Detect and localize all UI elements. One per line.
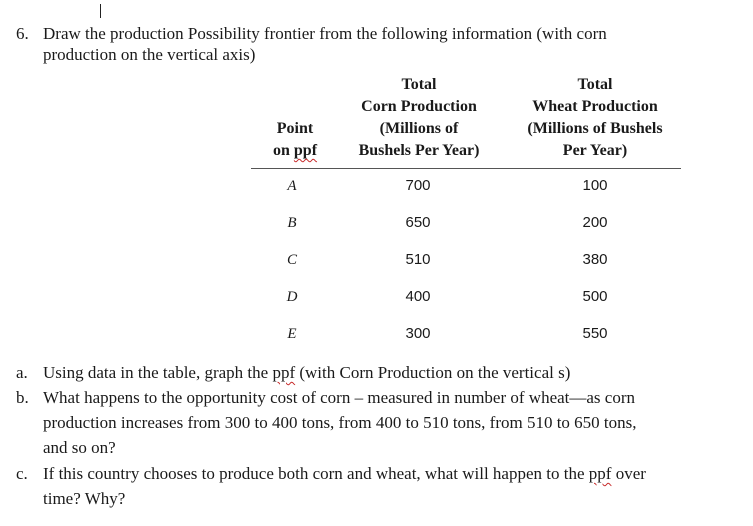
subquestion-line: and so on? <box>43 438 116 457</box>
header-point-line-1: Point <box>276 120 314 137</box>
cell-point: C <box>286 252 297 268</box>
question-line-1: Draw the production Possibility frontier… <box>43 24 607 43</box>
cell-point: E <box>287 326 297 342</box>
header-point-ppf: ppf <box>293 142 318 159</box>
subquestion-text: What happens to the opportunity cost of … <box>43 385 733 460</box>
header-wheat-line-2: Wheat Production <box>532 98 658 115</box>
cell-corn: 510 <box>405 251 431 268</box>
header-wheat-line-4: Per Year) <box>562 142 628 159</box>
table-row: B 650 200 <box>251 212 681 234</box>
table-row: A 700 100 <box>251 175 681 197</box>
subquestion-line: If this country chooses to produce both … <box>43 461 733 486</box>
header-wheat-line-3: (Millions of Bushels <box>527 120 663 137</box>
subquestion-line: What happens to the opportunity cost of … <box>43 388 636 407</box>
question-number: 6. <box>16 24 29 43</box>
cell-wheat: 380 <box>582 251 608 268</box>
subquestion-a-line-1-pre: Using data in the table, graph the <box>43 363 273 382</box>
header-corn-line-4: Bushels Per Year) <box>358 142 480 159</box>
header-wheat-line-1: Total <box>577 76 613 93</box>
cell-corn: 300 <box>405 325 431 342</box>
table-row: C 510 380 <box>251 249 681 271</box>
cell-wheat: 100 <box>582 177 608 194</box>
header-point-prefix: on <box>272 142 294 159</box>
subquestion-c-line-1-pre: If this country chooses to produce both … <box>43 464 589 483</box>
subquestion-c-ppf: ppf <box>588 464 612 483</box>
subquestion-text: If this country chooses to produce both … <box>43 461 733 511</box>
header-corn-line-3: (Millions of <box>379 120 459 137</box>
subquestion-label: a. <box>16 363 28 382</box>
subquestion-label: c. <box>16 464 28 483</box>
cell-wheat: 200 <box>582 214 608 231</box>
header-wheat: Total Wheat Production (Millions of Bush… <box>508 74 682 162</box>
subquestion-line: Using data in the table, graph the ppf (… <box>43 360 733 385</box>
cell-point: A <box>287 178 297 194</box>
subquestion-line: time? Why? <box>43 489 126 508</box>
cell-point: B <box>287 215 297 231</box>
header-point: Point on ppf <box>250 118 340 162</box>
subquestion-a-ppf: ppf <box>272 363 296 382</box>
text-cursor <box>100 4 101 18</box>
header-point-line-2: on ppf <box>250 140 340 162</box>
subquestion-label: b. <box>16 388 29 407</box>
subquestion-a-line-1-post: (with Corn Production on the vertical s) <box>295 363 571 382</box>
subquestion-text: Using data in the table, graph the ppf (… <box>43 360 733 385</box>
question-text: Draw the production Possibility frontier… <box>43 23 733 65</box>
cell-corn: 700 <box>405 177 431 194</box>
table-row: D 400 500 <box>251 286 681 308</box>
header-divider <box>251 168 681 169</box>
cell-corn: 400 <box>405 288 431 305</box>
header-corn-line-2: Corn Production <box>361 98 477 115</box>
cell-wheat: 500 <box>582 288 608 305</box>
cell-corn: 650 <box>405 214 431 231</box>
cell-point: D <box>286 289 298 305</box>
header-corn-line-1: Total <box>401 76 437 93</box>
subquestion-c-line-1-post: over <box>611 464 646 483</box>
table-row: E 300 550 <box>251 323 681 345</box>
cell-wheat: 550 <box>582 325 608 342</box>
header-corn: Total Corn Production (Millions of Bushe… <box>338 74 500 162</box>
subquestion-line: production increases from 300 to 400 ton… <box>43 413 637 432</box>
question-line-2: production on the vertical axis) <box>43 45 256 64</box>
